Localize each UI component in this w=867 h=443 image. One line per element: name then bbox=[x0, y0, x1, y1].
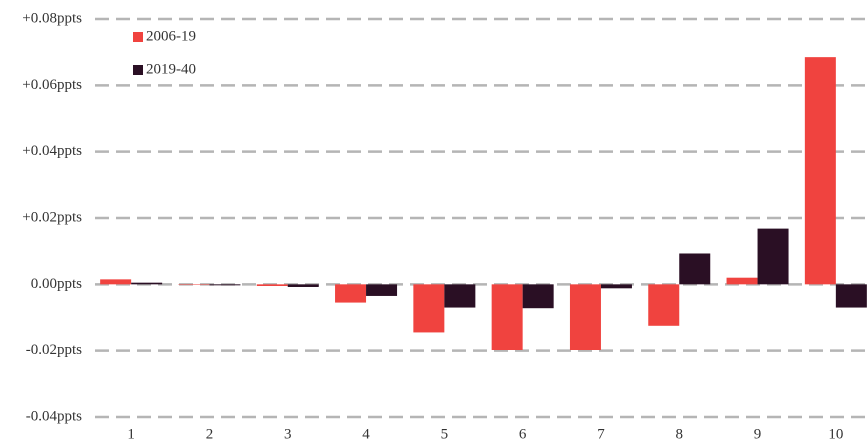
x-tick-label: 8 bbox=[676, 426, 684, 442]
x-tick-label: 9 bbox=[754, 426, 762, 442]
x-tick-label: 5 bbox=[441, 426, 449, 442]
bar bbox=[287, 284, 319, 287]
bar bbox=[835, 284, 867, 308]
y-tick-label: +0.06ppts bbox=[22, 77, 82, 93]
x-tick-label: 1 bbox=[127, 426, 135, 442]
y-tick-label: -0.02ppts bbox=[26, 342, 82, 358]
y-tick-label: 0.00ppts bbox=[31, 276, 82, 292]
bar bbox=[100, 279, 132, 285]
legend-swatch bbox=[133, 32, 143, 42]
bar bbox=[413, 284, 445, 333]
x-tick-label: 3 bbox=[284, 426, 292, 442]
legend-swatch bbox=[133, 65, 143, 75]
bar bbox=[335, 284, 367, 303]
y-tick-label: -0.04ppts bbox=[26, 408, 82, 424]
bar bbox=[757, 228, 789, 285]
y-tick-label: +0.08ppts bbox=[22, 10, 82, 26]
bar bbox=[131, 282, 163, 285]
x-tick-label: 2 bbox=[206, 426, 214, 442]
y-tick-label: +0.04ppts bbox=[22, 143, 82, 159]
bar bbox=[522, 284, 554, 309]
bar bbox=[679, 253, 711, 285]
legend-label: 2019-40 bbox=[146, 61, 196, 77]
bar bbox=[648, 284, 680, 326]
x-tick-label: 4 bbox=[362, 426, 370, 442]
x-tick-label: 6 bbox=[519, 426, 527, 442]
bar bbox=[178, 284, 210, 285]
bar bbox=[804, 57, 836, 285]
x-tick-label: 10 bbox=[828, 426, 843, 442]
bar bbox=[569, 284, 601, 351]
bar bbox=[366, 284, 398, 296]
x-tick-label: 7 bbox=[597, 426, 605, 442]
bar bbox=[444, 284, 476, 308]
bar bbox=[209, 284, 241, 286]
legend-label: 2006-19 bbox=[146, 28, 196, 44]
bar bbox=[256, 284, 288, 286]
bar bbox=[491, 284, 523, 351]
bar bbox=[726, 277, 758, 285]
y-tick-label: +0.02ppts bbox=[22, 209, 82, 225]
bar bbox=[600, 284, 632, 289]
